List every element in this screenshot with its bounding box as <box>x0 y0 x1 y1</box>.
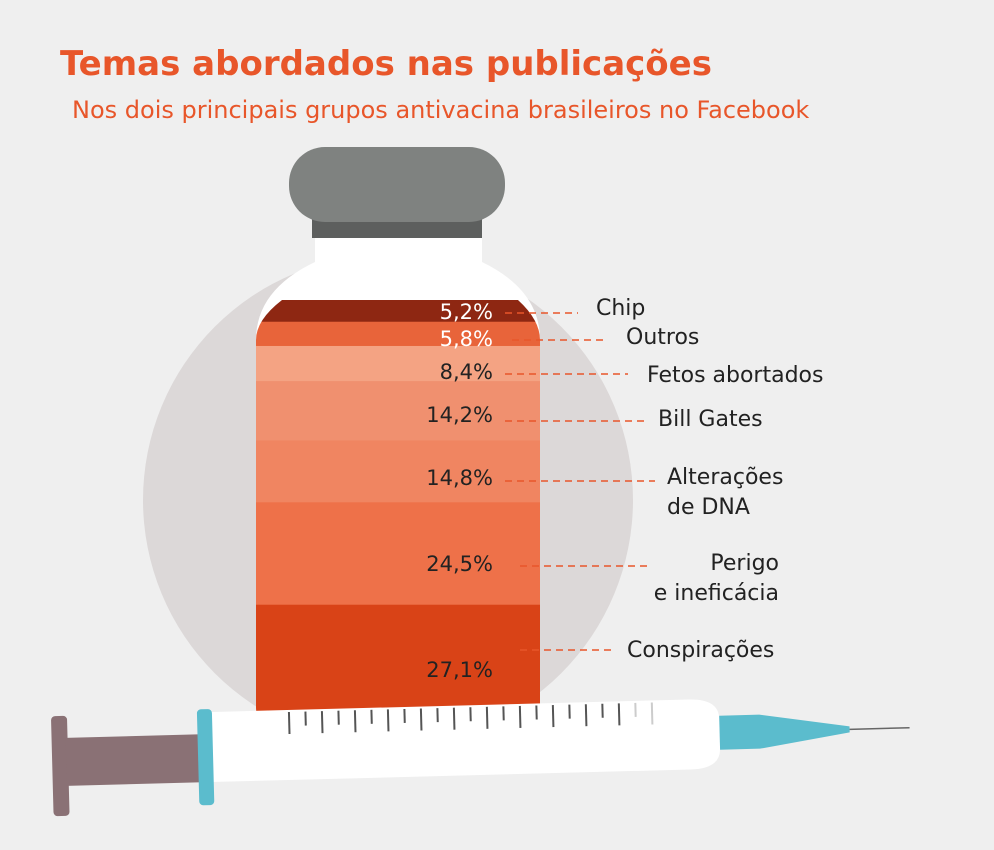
category-label: Fetos abortados <box>647 363 824 388</box>
value-label: 14,2% <box>426 403 493 427</box>
bar-segment <box>256 381 540 441</box>
category-label: Chip <box>596 296 646 321</box>
value-label: 5,8% <box>439 327 493 351</box>
category-label: Outros <box>626 325 700 350</box>
bar-segment <box>256 321 540 347</box>
value-label: 8,4% <box>439 360 493 384</box>
category-label: Alterações de DNA <box>667 465 784 520</box>
liquid <box>256 300 540 718</box>
category-label: Perigo e ineficácia <box>653 551 779 606</box>
bar-segment <box>256 502 540 606</box>
bar-segment <box>256 440 540 503</box>
bar-segment <box>256 300 540 323</box>
value-label: 24,5% <box>426 552 493 576</box>
vial-cap <box>289 147 505 222</box>
value-label: 5,2% <box>439 300 493 324</box>
bar-segment <box>256 604 540 718</box>
vial-cap-band <box>312 218 482 238</box>
subtitle: Nos dois principais grupos antivacina br… <box>72 96 810 124</box>
leaders <box>505 312 655 651</box>
value-label: 27,1% <box>426 658 493 682</box>
bar-segment <box>256 345 540 382</box>
syringe <box>51 699 910 817</box>
title: Temas abordados nas publicações <box>60 44 712 84</box>
category-label: Bill Gates <box>658 407 763 432</box>
value-label: 14,8% <box>426 466 493 490</box>
category-label: Conspirações <box>627 638 775 663</box>
